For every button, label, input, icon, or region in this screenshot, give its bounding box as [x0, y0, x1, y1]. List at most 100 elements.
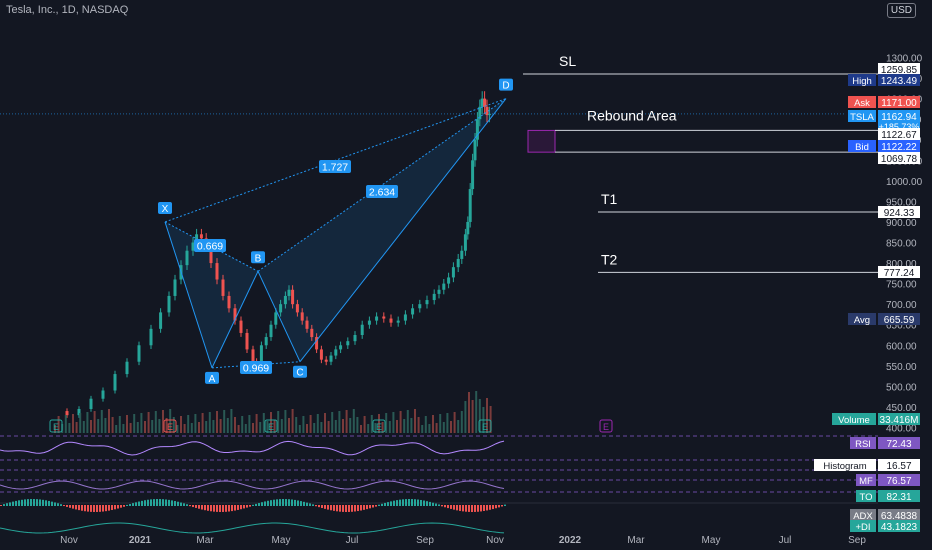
- rsi-line: [0, 440, 505, 456]
- indicator-name: Volume: [838, 415, 870, 426]
- candle-body: [185, 250, 189, 266]
- candle-body: [403, 314, 407, 321]
- histogram-bar: [141, 500, 143, 506]
- volume-bar: [176, 425, 179, 433]
- histogram-bar: [492, 505, 494, 510]
- histogram-bar: [420, 499, 422, 506]
- volume-bar: [471, 400, 474, 433]
- histogram-bar: [393, 500, 395, 506]
- volume-bar: [255, 414, 258, 433]
- price-tag-value: 924.33: [884, 208, 915, 219]
- price-tick-label: 850.00: [886, 239, 917, 250]
- candle-body: [149, 328, 153, 346]
- histogram-bar: [99, 505, 101, 512]
- indicator-name-bg: [832, 413, 876, 425]
- volume-bar: [234, 417, 236, 433]
- volume-bar: [309, 415, 312, 433]
- indicator-value-bg: [878, 474, 920, 486]
- histogram-bar: [9, 502, 11, 506]
- price-tick-label: 550.00: [886, 362, 917, 373]
- price-tag-name-bg: [848, 313, 876, 325]
- earnings-marker: [264, 419, 278, 433]
- volume-bar: [201, 413, 204, 433]
- histogram-bar: [192, 505, 194, 508]
- histogram-bar: [261, 502, 263, 506]
- ratio-label: 2.634: [369, 187, 395, 199]
- histogram-bar: [24, 499, 26, 506]
- indicator-value-bg: [878, 520, 920, 532]
- volume-bar: [115, 425, 118, 433]
- histogram-bar: [60, 504, 62, 506]
- histogram-bar: [342, 505, 344, 512]
- candle-body: [167, 295, 171, 313]
- price-tag-name: High: [852, 76, 872, 87]
- volume-bar: [417, 417, 420, 433]
- candle-body: [437, 289, 441, 294]
- histogram-bar: [423, 500, 425, 506]
- histogram-bar: [282, 499, 284, 506]
- candle-body: [339, 345, 343, 350]
- candle-body: [137, 345, 141, 362]
- candle-body: [287, 289, 291, 296]
- volume-bar: [291, 409, 294, 433]
- ratio-badge: [366, 185, 398, 198]
- pattern-point-badge: [293, 365, 307, 378]
- earnings-marker: [478, 419, 492, 433]
- volume-bar: [118, 416, 121, 433]
- volume-bar: [79, 413, 82, 433]
- candle-body: [259, 345, 263, 368]
- histogram-bar: [102, 505, 104, 512]
- candle-body: [475, 119, 479, 140]
- volume-bar: [320, 422, 323, 433]
- histogram-bar: [0, 505, 2, 506]
- candle-body: [353, 335, 357, 342]
- price-tick-label: 500.00: [886, 382, 917, 393]
- volume-bar: [424, 416, 427, 433]
- volume-bar: [489, 406, 492, 433]
- volume-bar: [133, 414, 136, 433]
- histogram-bar: [42, 499, 44, 506]
- pattern-point-label: C: [296, 368, 303, 379]
- volume-bar: [334, 420, 337, 433]
- histogram-bar: [3, 504, 5, 506]
- histogram-bar: [366, 505, 368, 510]
- histogram-bar: [225, 505, 227, 512]
- earnings-label: E: [376, 422, 382, 432]
- histogram-bar: [402, 499, 404, 506]
- histogram-bar: [315, 505, 317, 507]
- price-tag-name-bg: [848, 74, 876, 86]
- candle-body: [125, 361, 129, 375]
- histogram-bar: [249, 505, 251, 507]
- currency-badge[interactable]: USD: [886, 3, 916, 18]
- volume-bar: [442, 422, 445, 433]
- histogram-bar: [153, 499, 155, 506]
- histogram-bar: [165, 499, 167, 506]
- histogram-bar: [501, 505, 503, 507]
- price-tag-value-bg: [878, 152, 920, 164]
- histogram-bar: [177, 501, 179, 506]
- chart-title: Tesla, Inc., 1D, NASDAQ: [6, 4, 129, 16]
- candle-body: [442, 283, 446, 290]
- histogram-bar: [369, 505, 371, 509]
- volume-bar: [298, 425, 301, 433]
- histogram-bar: [15, 500, 17, 506]
- ratio-label: 0.969: [243, 363, 269, 375]
- histogram-bar: [504, 504, 506, 506]
- volume-bar: [126, 415, 128, 433]
- histogram-bar: [123, 505, 125, 507]
- histogram-bar: [300, 501, 302, 506]
- histogram-bar: [201, 505, 203, 510]
- volume-bar: [349, 418, 352, 433]
- price-tag-value-bg: [878, 110, 920, 132]
- histogram-bar: [345, 505, 347, 512]
- ratio-badge: [319, 160, 351, 173]
- candle-body: [346, 341, 350, 346]
- histogram-bar: [417, 499, 419, 506]
- candle-body: [279, 304, 283, 313]
- price-tick-label: 650.00: [886, 321, 917, 332]
- volume-bar: [385, 413, 388, 433]
- candle-body: [283, 295, 287, 305]
- volume-bar: [324, 413, 326, 433]
- candle-body: [425, 300, 429, 305]
- volume-bar: [388, 421, 391, 433]
